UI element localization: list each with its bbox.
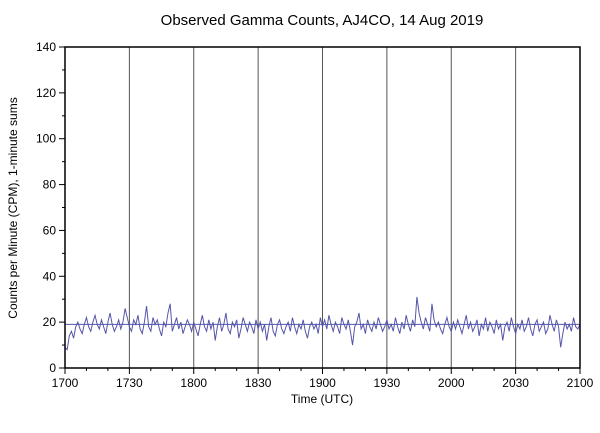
chart-title: Observed Gamma Counts, AJ4CO, 14 Aug 201…	[161, 12, 484, 29]
x-tick-label: 1830	[245, 376, 272, 390]
x-tick-label: 2030	[502, 376, 529, 390]
gamma-counts-line	[64, 296, 581, 351]
x-axis-label: Time (UTC)	[291, 392, 353, 406]
y-tick-label: 0	[49, 361, 56, 375]
gridlines	[128, 47, 517, 368]
y-tick-label: 60	[43, 223, 57, 237]
x-tick-label: 1900	[309, 376, 336, 390]
y-tick-label: 20	[43, 315, 57, 329]
y-tick-label: 120	[36, 86, 56, 100]
y-tick-label: 100	[36, 132, 56, 146]
x-tick-label: 2000	[438, 376, 465, 390]
y-tick-label: 40	[43, 269, 57, 283]
x-tick-label: 1800	[180, 376, 207, 390]
y-tick-label: 80	[43, 178, 57, 192]
axis-ticks	[59, 46, 581, 374]
x-tick-label: 1930	[374, 376, 401, 390]
x-tick-label: 1730	[116, 376, 143, 390]
x-tick-label: 1700	[52, 376, 79, 390]
y-axis-label: Counts per Minute (CPM), 1-minute sums	[6, 97, 20, 318]
y-tick-label: 140	[36, 40, 56, 54]
x-tick-label: 2100	[567, 376, 594, 390]
